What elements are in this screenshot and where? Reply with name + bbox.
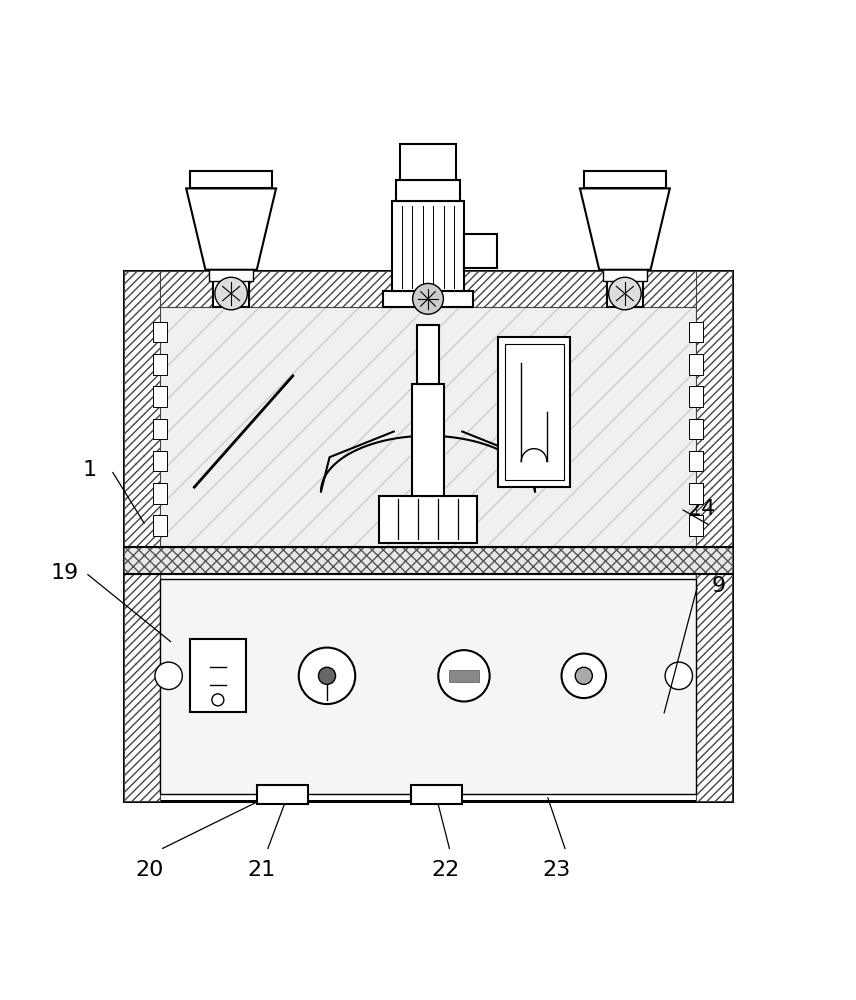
Bar [153, 419, 167, 439]
Circle shape [318, 667, 336, 684]
Bar [418, 325, 438, 384]
Circle shape [562, 654, 606, 698]
Bar [689, 515, 703, 536]
Bar [689, 354, 703, 375]
Circle shape [212, 694, 224, 706]
Circle shape [215, 277, 247, 310]
Text: 21: 21 [247, 860, 276, 880]
Polygon shape [580, 188, 669, 270]
Circle shape [575, 667, 592, 684]
Bar [209, 267, 253, 281]
Circle shape [609, 277, 641, 310]
Bar [689, 483, 703, 504]
Bar [153, 515, 167, 536]
Bar [213, 274, 249, 307]
Bar [191, 171, 272, 188]
Bar [391, 201, 464, 291]
Text: 24: 24 [687, 499, 716, 519]
Bar [190, 639, 246, 712]
Text: 9: 9 [712, 576, 726, 596]
Bar [164, 311, 692, 543]
Text: 1: 1 [83, 460, 97, 480]
Text: 23: 23 [542, 860, 571, 880]
Circle shape [299, 648, 355, 704]
Bar [689, 386, 703, 407]
Text: 22: 22 [431, 860, 460, 880]
Bar [689, 451, 703, 471]
Bar [153, 354, 167, 375]
Text: 20: 20 [135, 860, 164, 880]
Bar [257, 785, 308, 804]
Bar [504, 344, 563, 480]
Bar [124, 547, 732, 574]
Bar [153, 322, 167, 342]
Bar [124, 271, 160, 801]
Bar [449, 670, 479, 682]
Bar [464, 234, 496, 268]
Circle shape [665, 662, 693, 690]
Bar [696, 271, 732, 801]
Bar [153, 451, 167, 471]
Bar [153, 483, 167, 504]
Bar [689, 322, 703, 342]
Bar [153, 386, 167, 407]
Text: 19: 19 [50, 563, 79, 583]
Bar [160, 307, 696, 547]
Circle shape [413, 283, 443, 314]
Bar [383, 291, 473, 307]
Bar [160, 579, 696, 794]
Bar [400, 144, 455, 180]
Circle shape [438, 650, 490, 702]
Bar [584, 171, 665, 188]
Bar [124, 271, 732, 307]
Bar [411, 785, 462, 804]
Bar [412, 384, 444, 496]
Bar [378, 496, 478, 543]
Circle shape [155, 662, 182, 690]
Bar [603, 267, 647, 281]
Bar [497, 337, 570, 487]
Bar [607, 274, 643, 307]
Bar [395, 180, 461, 201]
Bar [124, 271, 732, 801]
Bar [689, 419, 703, 439]
Polygon shape [187, 188, 276, 270]
